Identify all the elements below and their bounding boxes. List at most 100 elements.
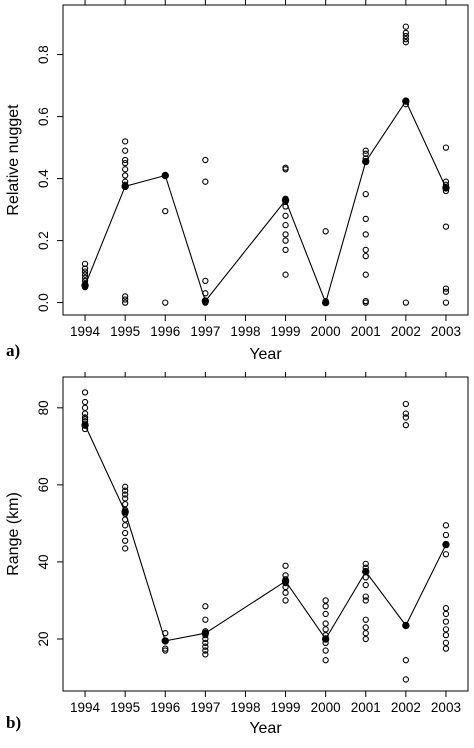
x-tick-label: 1998 — [230, 700, 260, 715]
data-point — [202, 651, 209, 658]
data-point — [442, 610, 450, 618]
data-point — [282, 589, 289, 596]
data-point — [362, 597, 369, 604]
x-axis-label: Year — [249, 720, 282, 737]
data-point — [81, 260, 89, 267]
data-point — [122, 299, 129, 306]
data-point — [402, 414, 409, 421]
x-tick-label: 1994 — [70, 324, 101, 339]
data-point — [202, 156, 209, 164]
y-tick-label: 0.4 — [36, 169, 51, 188]
data-point — [442, 522, 450, 529]
data-point — [362, 150, 369, 157]
y-tick-label: 0.2 — [36, 231, 51, 250]
mean-point — [402, 621, 410, 630]
data-point — [362, 297, 369, 305]
x-tick-label: 1999 — [271, 324, 301, 339]
x-tick-label: 1995 — [110, 324, 140, 339]
chart-panel-a: 1994 1995 1996 1997 1998 1999 2000 2001 2002 2003… — [5, 0, 469, 363]
data-point — [442, 288, 450, 295]
data-point — [322, 597, 329, 604]
chart-panel-b: 1994 1995 1996 1997 1998 1999 2000 2001 2002 2003… — [5, 372, 469, 737]
plot-frame — [62, 376, 469, 692]
x-tick-label: 2000 — [311, 324, 341, 339]
data-point — [282, 597, 289, 604]
mean-point — [442, 184, 450, 192]
data-point — [81, 414, 89, 421]
data-point — [402, 410, 409, 417]
data-point — [282, 572, 289, 579]
data-point — [122, 495, 129, 502]
mean-point — [362, 157, 370, 166]
data-point — [81, 398, 89, 406]
data-point — [81, 389, 89, 396]
mean-point — [201, 629, 210, 637]
plot-frame — [62, 4, 469, 316]
data-point — [122, 147, 129, 154]
data-point — [402, 657, 409, 664]
data-point — [122, 159, 129, 167]
x-tick-label: 2002 — [391, 700, 421, 715]
x-tick-label: 2001 — [351, 324, 381, 339]
data-point — [442, 285, 450, 292]
data-point — [442, 639, 450, 646]
data-point — [81, 271, 89, 278]
data-point — [402, 32, 409, 40]
data-point — [362, 593, 369, 600]
data-point — [442, 618, 450, 625]
x-tick-label: 1995 — [110, 700, 140, 715]
data-point — [202, 178, 209, 185]
data-point — [442, 551, 450, 558]
y-tick-label: 60 — [36, 477, 51, 492]
mean-point — [402, 97, 410, 105]
x-tick-label: 2002 — [391, 324, 421, 339]
data-point — [282, 246, 289, 254]
y-axis-label: Relative nugget — [5, 104, 22, 216]
x-tick-label: 1998 — [230, 324, 260, 339]
data-point — [282, 271, 289, 278]
data-point — [322, 657, 329, 664]
data-point — [162, 647, 169, 654]
y-tick-label: 40 — [36, 554, 51, 569]
data-point — [402, 39, 409, 46]
mean-point — [121, 508, 129, 516]
data-point — [402, 299, 409, 306]
data-point — [162, 207, 169, 215]
data-point — [362, 246, 369, 254]
mean-point — [321, 635, 330, 643]
data-point — [322, 626, 329, 633]
data-point — [362, 630, 369, 637]
data-point — [402, 676, 409, 683]
mean-point — [281, 577, 290, 585]
x-tick-label: 1994 — [70, 700, 101, 715]
data-point — [122, 487, 129, 494]
mean-point — [281, 196, 290, 205]
data-point — [202, 277, 209, 285]
data-point — [362, 252, 369, 260]
data-point — [442, 605, 450, 612]
data-point — [282, 164, 289, 171]
data-point — [81, 404, 89, 411]
mean-point — [121, 182, 129, 191]
data-point — [322, 603, 329, 610]
x-tick-label: 1997 — [190, 700, 220, 715]
x-tick-label: 2003 — [431, 700, 461, 715]
data-point — [322, 610, 329, 618]
data-point — [442, 645, 450, 652]
data-point — [442, 626, 450, 633]
x-tick-label: 1999 — [271, 700, 301, 715]
x-tick-label: 2001 — [351, 700, 381, 715]
data-point — [362, 560, 369, 568]
data-point — [442, 144, 450, 151]
data-point — [442, 531, 450, 539]
data-point — [402, 422, 409, 429]
mean-point — [321, 298, 330, 307]
data-point — [122, 491, 129, 498]
data-point — [402, 400, 409, 408]
data-point — [81, 268, 89, 275]
data-point — [122, 156, 129, 164]
data-point — [122, 293, 129, 300]
data-point — [81, 265, 89, 272]
data-point — [202, 603, 209, 610]
